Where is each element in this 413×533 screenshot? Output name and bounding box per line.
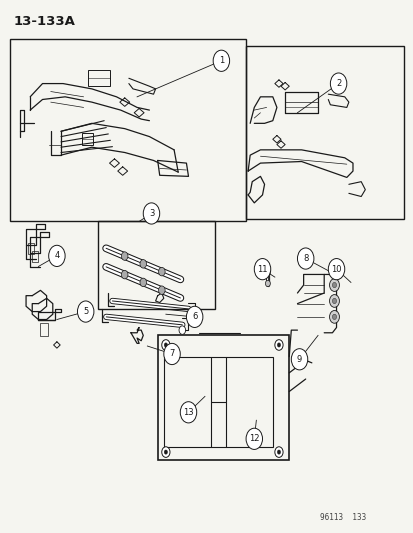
Circle shape bbox=[328, 259, 344, 280]
Bar bbox=[88, 70, 110, 86]
Text: 8: 8 bbox=[302, 254, 308, 263]
Text: 6: 6 bbox=[192, 312, 197, 321]
Bar bbox=[28, 243, 34, 254]
Circle shape bbox=[277, 343, 280, 347]
Circle shape bbox=[329, 295, 339, 308]
Text: 1: 1 bbox=[218, 56, 223, 65]
Text: 4: 4 bbox=[54, 252, 59, 261]
Circle shape bbox=[161, 340, 170, 350]
Circle shape bbox=[121, 270, 128, 279]
Circle shape bbox=[121, 252, 128, 260]
Bar bbox=[164, 357, 211, 447]
Text: 2: 2 bbox=[335, 79, 340, 88]
Circle shape bbox=[164, 343, 167, 347]
Circle shape bbox=[332, 282, 336, 288]
Circle shape bbox=[164, 450, 167, 454]
Bar bbox=[98, 221, 215, 309]
Text: 5: 5 bbox=[83, 307, 88, 316]
Circle shape bbox=[330, 73, 346, 94]
Circle shape bbox=[297, 248, 313, 269]
Circle shape bbox=[178, 326, 185, 334]
Text: 13: 13 bbox=[183, 408, 193, 417]
Text: 3: 3 bbox=[148, 209, 154, 218]
Circle shape bbox=[140, 260, 146, 268]
Circle shape bbox=[158, 268, 165, 276]
Text: 13-133A: 13-133A bbox=[14, 14, 76, 28]
Bar bbox=[157, 335, 289, 460]
Circle shape bbox=[245, 428, 262, 449]
Text: 10: 10 bbox=[330, 265, 341, 273]
Circle shape bbox=[265, 269, 270, 276]
Bar bbox=[9, 38, 245, 221]
Text: 96113  133: 96113 133 bbox=[319, 513, 365, 522]
Bar bbox=[245, 46, 404, 219]
Circle shape bbox=[265, 280, 270, 287]
Circle shape bbox=[186, 306, 202, 327]
Circle shape bbox=[274, 447, 282, 457]
Circle shape bbox=[143, 203, 159, 224]
Circle shape bbox=[140, 278, 146, 287]
Circle shape bbox=[164, 343, 180, 365]
Circle shape bbox=[158, 286, 165, 294]
Circle shape bbox=[332, 314, 336, 319]
Circle shape bbox=[213, 50, 229, 71]
Circle shape bbox=[329, 311, 339, 323]
Circle shape bbox=[274, 340, 282, 350]
Text: 11: 11 bbox=[256, 265, 267, 273]
Circle shape bbox=[254, 259, 270, 280]
Circle shape bbox=[332, 298, 336, 304]
Circle shape bbox=[329, 279, 339, 292]
Bar bbox=[32, 251, 38, 262]
Circle shape bbox=[49, 245, 65, 266]
Circle shape bbox=[77, 301, 94, 322]
Text: 7: 7 bbox=[169, 350, 174, 359]
Text: 9: 9 bbox=[296, 355, 301, 364]
Circle shape bbox=[161, 447, 170, 457]
Circle shape bbox=[180, 402, 196, 423]
Bar bbox=[81, 133, 93, 144]
Bar bbox=[40, 323, 48, 336]
Circle shape bbox=[277, 450, 280, 454]
Bar bbox=[225, 357, 272, 447]
Circle shape bbox=[291, 349, 307, 370]
Text: 12: 12 bbox=[249, 434, 259, 443]
